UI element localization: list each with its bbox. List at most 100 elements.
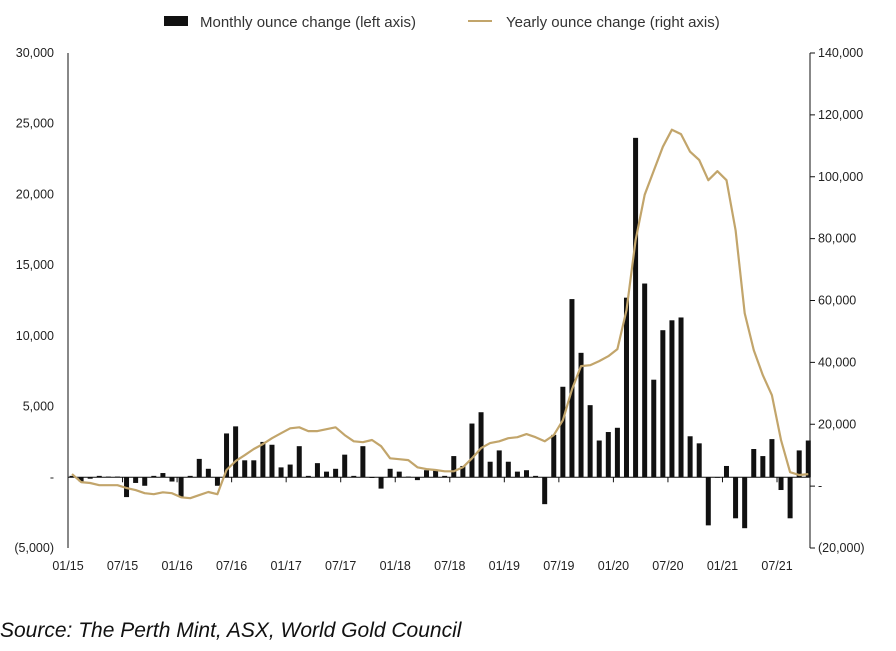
- x-tick-label: 01/20: [598, 559, 629, 573]
- monthly-bar: [178, 477, 184, 498]
- x-tick-label: 07/21: [761, 559, 792, 573]
- monthly-bar: [442, 475, 448, 478]
- right-tick-label: 100,000: [818, 170, 863, 184]
- x-tick-label: 07/16: [216, 559, 247, 573]
- monthly-bar: [633, 137, 639, 478]
- monthly-bar: [151, 475, 157, 478]
- x-tick-label: 01/18: [380, 559, 411, 573]
- monthly-bar: [133, 477, 139, 483]
- monthly-bar: [414, 477, 420, 481]
- monthly-bar: [424, 470, 430, 478]
- legend: Monthly ounce change (left axis) Yearly …: [164, 14, 720, 31]
- monthly-bar: [460, 465, 466, 478]
- monthly-bar: [687, 436, 693, 478]
- monthly-bar: [505, 461, 511, 478]
- monthly-bar: [224, 433, 230, 478]
- monthly-bar: [587, 405, 593, 478]
- monthly-bar: [623, 297, 629, 478]
- monthly-bar: [114, 476, 120, 478]
- monthly-bar: [433, 470, 439, 478]
- monthly-bar: [351, 475, 357, 478]
- monthly-bar: [478, 412, 484, 478]
- monthly-bar: [651, 379, 657, 478]
- monthly-bar: [578, 352, 584, 478]
- monthly-bar: [614, 427, 620, 478]
- legend-bar-swatch: [164, 16, 188, 26]
- source-note: Source: The Perth Mint, ASX, World Gold …: [0, 619, 463, 642]
- monthly-bar: [324, 471, 330, 478]
- monthly-bar: [296, 446, 302, 478]
- monthly-bar: [660, 330, 666, 478]
- monthly-bar: [596, 440, 602, 478]
- monthly-bar: [769, 439, 775, 478]
- x-tick-label: 07/15: [107, 559, 138, 573]
- left-tick-label: 20,000: [16, 187, 54, 201]
- right-tick-label: 80,000: [818, 232, 856, 246]
- legend-line-label: Yearly ounce change (right axis): [506, 14, 720, 31]
- legend-bar-label: Monthly ounce change (left axis): [200, 14, 416, 31]
- monthly-bar: [360, 446, 366, 478]
- monthly-bar: [242, 460, 248, 478]
- x-tick-label: 01/16: [161, 559, 192, 573]
- left-tick-label: 25,000: [16, 117, 54, 131]
- monthly-bar: [733, 477, 739, 519]
- right-tick-label: (20,000): [818, 541, 865, 555]
- monthly-bar: [496, 450, 502, 478]
- right-tick-label: 140,000: [818, 46, 863, 60]
- monthly-bar: [333, 468, 339, 478]
- monthly-bar: [605, 432, 611, 478]
- monthly-bar: [105, 476, 111, 478]
- x-tick-label: 07/20: [652, 559, 683, 573]
- monthly-bar: [214, 477, 220, 486]
- x-tick-label: 07/18: [434, 559, 465, 573]
- monthly-bar: [805, 440, 811, 478]
- x-tick-label: 01/17: [271, 559, 302, 573]
- monthly-bar: [405, 476, 411, 478]
- monthly-bar: [87, 477, 93, 479]
- monthly-bar: [533, 475, 539, 478]
- monthly-bar: [678, 317, 684, 478]
- monthly-bar: [796, 450, 802, 478]
- monthly-bar: [524, 470, 529, 478]
- right-tick-label: 120,000: [818, 108, 863, 122]
- monthly-bar: [778, 477, 784, 491]
- monthly-bar: [396, 471, 402, 478]
- monthly-bar: [751, 449, 757, 478]
- monthly-bar: [560, 386, 566, 478]
- monthly-bar: [314, 463, 320, 478]
- x-tick-label: 01/15: [52, 559, 83, 573]
- left-tick-label: 10,000: [16, 329, 54, 343]
- monthly-bar: [269, 444, 275, 478]
- monthly-bar: [451, 456, 457, 478]
- right-tick-label: 40,000: [818, 355, 856, 369]
- monthly-bar: [78, 477, 84, 482]
- monthly-bar: [714, 477, 720, 478]
- monthly-bar: [378, 477, 384, 489]
- monthly-bar: [342, 454, 348, 478]
- monthly-bar: [69, 475, 75, 478]
- monthly-bar: [96, 475, 102, 478]
- monthly-bar: [369, 477, 375, 478]
- monthly-bar: [160, 473, 166, 478]
- yearly-line: [71, 128, 809, 500]
- monthly-bar: [278, 467, 284, 478]
- monthly-bar: [542, 477, 548, 505]
- monthly-bar: [696, 443, 702, 478]
- monthly-bar: [642, 283, 648, 478]
- x-tick-label: 01/21: [707, 559, 738, 573]
- x-tick-label: 07/19: [543, 559, 574, 573]
- left-tick-label: 30,000: [16, 46, 54, 60]
- monthly-bar: [142, 477, 148, 486]
- left-tick-label: 15,000: [16, 258, 54, 272]
- monthly-bar: [551, 434, 557, 478]
- right-tick-label: -: [818, 479, 822, 493]
- right-tick-label: 20,000: [818, 417, 856, 431]
- left-tick-label: -: [50, 470, 54, 484]
- monthly-bar: [487, 461, 493, 478]
- monthly-bar: [669, 320, 675, 478]
- monthly-bar: [169, 477, 175, 482]
- left-tick-label: (5,000): [14, 541, 54, 555]
- monthly-bar: [787, 477, 793, 519]
- monthly-bar: [742, 477, 748, 529]
- monthly-bar: [514, 471, 520, 478]
